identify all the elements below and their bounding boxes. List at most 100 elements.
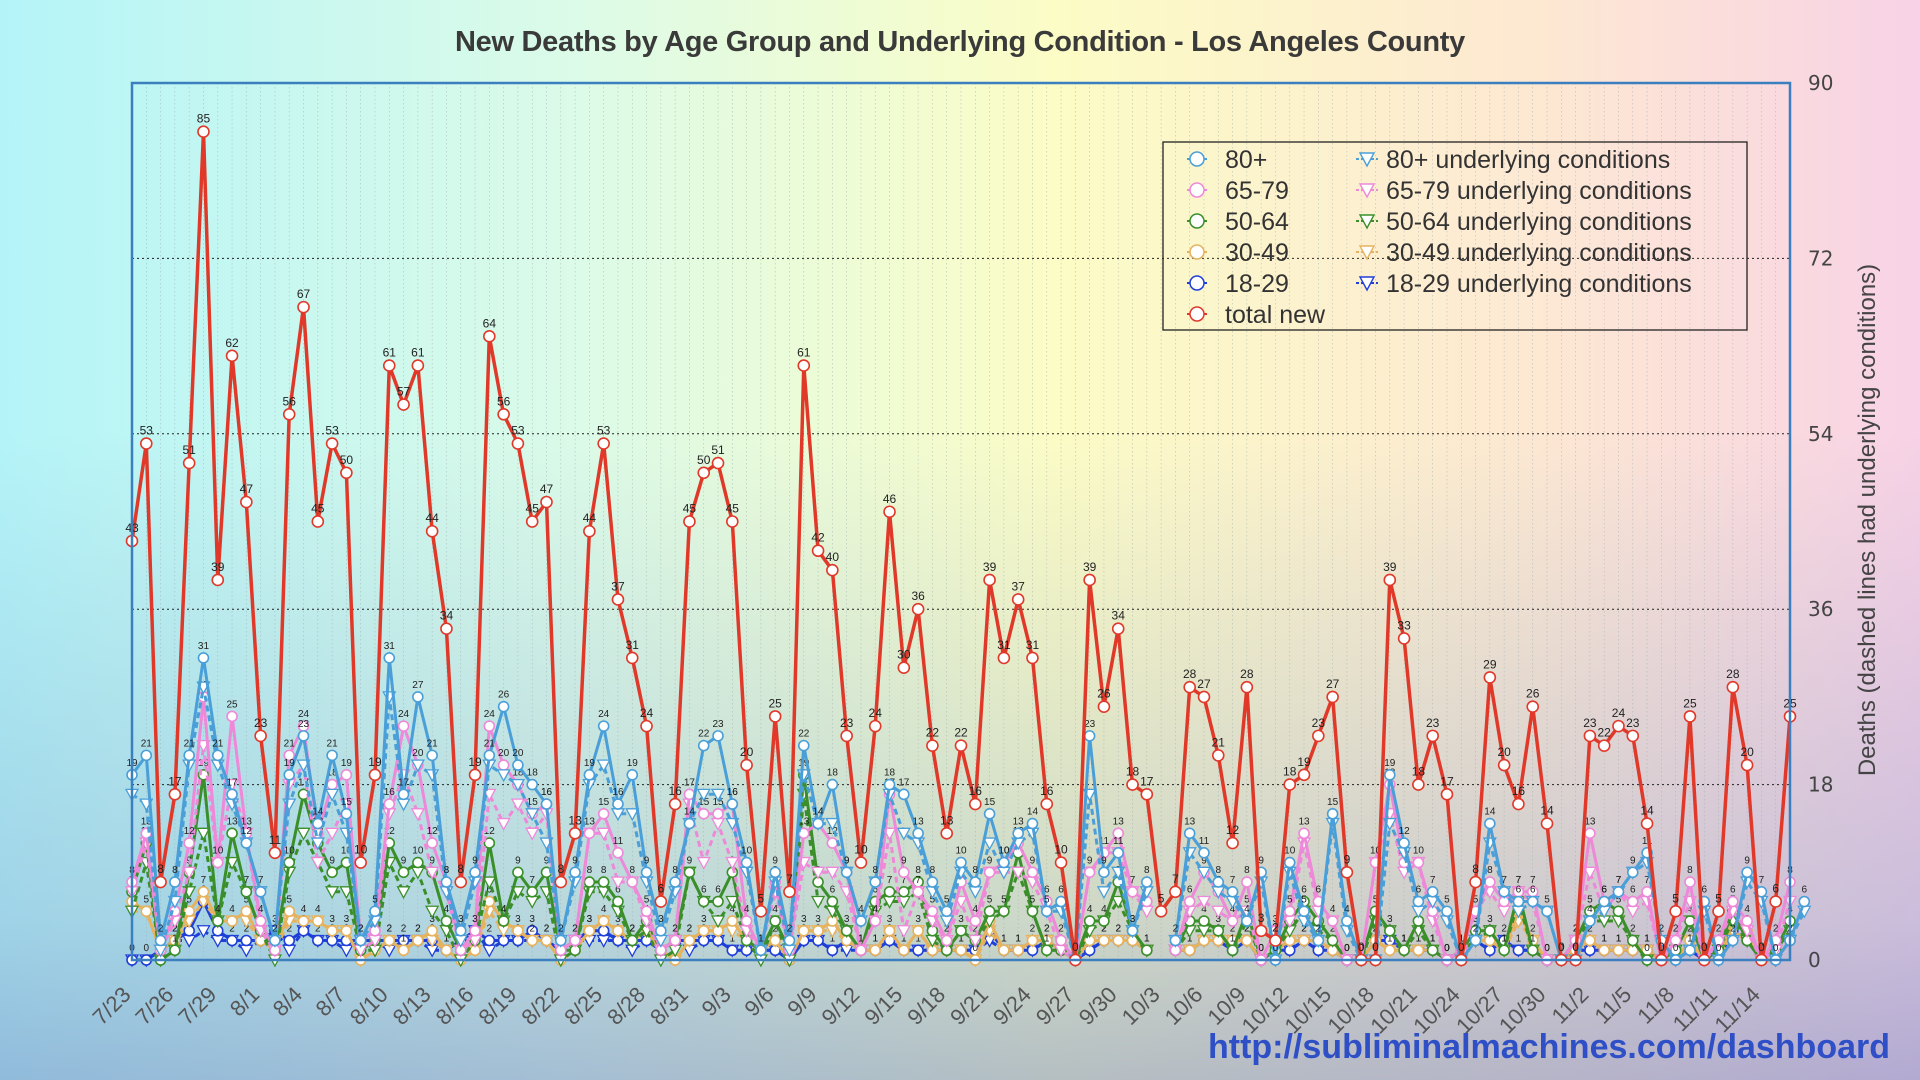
legend-item: 18-29 [1187, 270, 1289, 298]
data-label: 5 [758, 891, 765, 905]
data-label: 4 [1087, 904, 1093, 915]
data-point [412, 691, 424, 703]
data-label: 6 [1530, 885, 1536, 896]
data-label: 2 [787, 924, 793, 935]
data-point [526, 778, 539, 791]
data-point [1612, 885, 1625, 898]
data-point [726, 798, 739, 810]
data-point [697, 895, 710, 908]
data-point [926, 876, 939, 888]
data-label: 1 [444, 933, 450, 944]
data-label: 8 [457, 862, 464, 876]
data-label: 16 [1040, 784, 1054, 798]
data-label: 1 [758, 933, 764, 944]
data-label: 10 [854, 843, 868, 857]
x-tick-label: 8/16 [431, 982, 479, 1030]
data-point [1412, 778, 1425, 791]
data-label: 53 [140, 424, 154, 438]
data-label: 0 [1572, 940, 1579, 954]
data-label: 2 [1716, 924, 1722, 935]
data-label: 1 [1001, 933, 1007, 944]
data-point [1769, 895, 1783, 908]
data-label: 6 [1316, 885, 1322, 896]
data-point [998, 856, 1010, 869]
data-label: 44 [425, 511, 439, 525]
data-label: 1 [1516, 933, 1522, 944]
data-label: 5 [1473, 894, 1479, 905]
data-label: 15 [984, 797, 996, 808]
data-point [868, 719, 882, 733]
data-label: 2 [415, 924, 421, 935]
data-label: 36 [911, 589, 925, 603]
data-point [368, 768, 382, 782]
data-label: 51 [182, 443, 196, 457]
data-label: 1 [758, 933, 764, 944]
data-point [797, 924, 810, 937]
data-point [1741, 915, 1753, 927]
data-point [812, 924, 824, 937]
data-label: 7 [1616, 875, 1622, 886]
x-tick-label: 7/26 [130, 982, 178, 1030]
data-point-triangle [1196, 895, 1212, 909]
data-point [740, 758, 753, 772]
data-point [1584, 934, 1596, 947]
data-label: 2 [944, 924, 950, 935]
circle-marker-icon [1189, 275, 1205, 291]
data-label: 0 [1644, 943, 1650, 954]
data-point-triangle [825, 866, 840, 880]
data-label: 13 [940, 813, 954, 827]
data-point [912, 924, 924, 937]
data-point-triangle [596, 827, 611, 841]
data-label: 2 [286, 924, 292, 935]
data-label: 15 [1327, 797, 1339, 808]
data-label: 4 [1744, 904, 1750, 915]
data-label: 28 [1183, 667, 1197, 681]
data-point-triangle [825, 817, 840, 831]
data-point [1054, 856, 1068, 869]
data-point [1283, 905, 1296, 918]
data-point [1512, 944, 1525, 957]
data-point-triangle [696, 856, 711, 870]
data-point [840, 866, 853, 879]
data-point [712, 895, 724, 908]
data-label: 3 [815, 914, 821, 925]
data-label: 3 [344, 914, 350, 925]
data-point [1426, 885, 1439, 898]
data-label: 6 [1044, 885, 1050, 896]
data-point [754, 904, 768, 918]
data-point [526, 934, 539, 947]
data-point [182, 456, 196, 470]
data-point [325, 437, 339, 450]
data-point [1098, 866, 1110, 879]
data-point [1426, 729, 1439, 743]
data-point [226, 827, 238, 840]
data-point [626, 934, 639, 947]
y-tick-label: 72 [1808, 246, 1833, 270]
data-point [1598, 944, 1610, 957]
data-label: 18 [827, 768, 839, 779]
data-label: 5 [1158, 891, 1165, 905]
data-point-triangle [710, 788, 726, 802]
data-label: 13 [584, 816, 596, 827]
data-label: 1 [1416, 933, 1422, 944]
data-point [283, 905, 296, 918]
data-label: 2 [1244, 924, 1250, 935]
data-label: 4 [1587, 904, 1593, 915]
data-point [826, 563, 839, 577]
data-point [1326, 808, 1339, 820]
data-point [697, 924, 710, 937]
data-label: 1 [1430, 933, 1436, 944]
data-label: 5 [1301, 894, 1307, 905]
data-point [1112, 934, 1125, 947]
data-point [1126, 885, 1139, 898]
data-point [1383, 769, 1396, 781]
data-label: 2 [386, 924, 392, 935]
data-label: 0 [1358, 943, 1364, 954]
data-label: 4 [973, 904, 979, 915]
data-label: 1 [958, 933, 964, 944]
y-tick-label: 90 [1808, 71, 1833, 95]
source-url-link[interactable]: http://subliminalmachines.com/dashboard [1208, 1028, 1890, 1066]
data-point [412, 934, 424, 947]
data-label: 2 [687, 924, 693, 935]
data-label: 31 [1026, 638, 1040, 652]
